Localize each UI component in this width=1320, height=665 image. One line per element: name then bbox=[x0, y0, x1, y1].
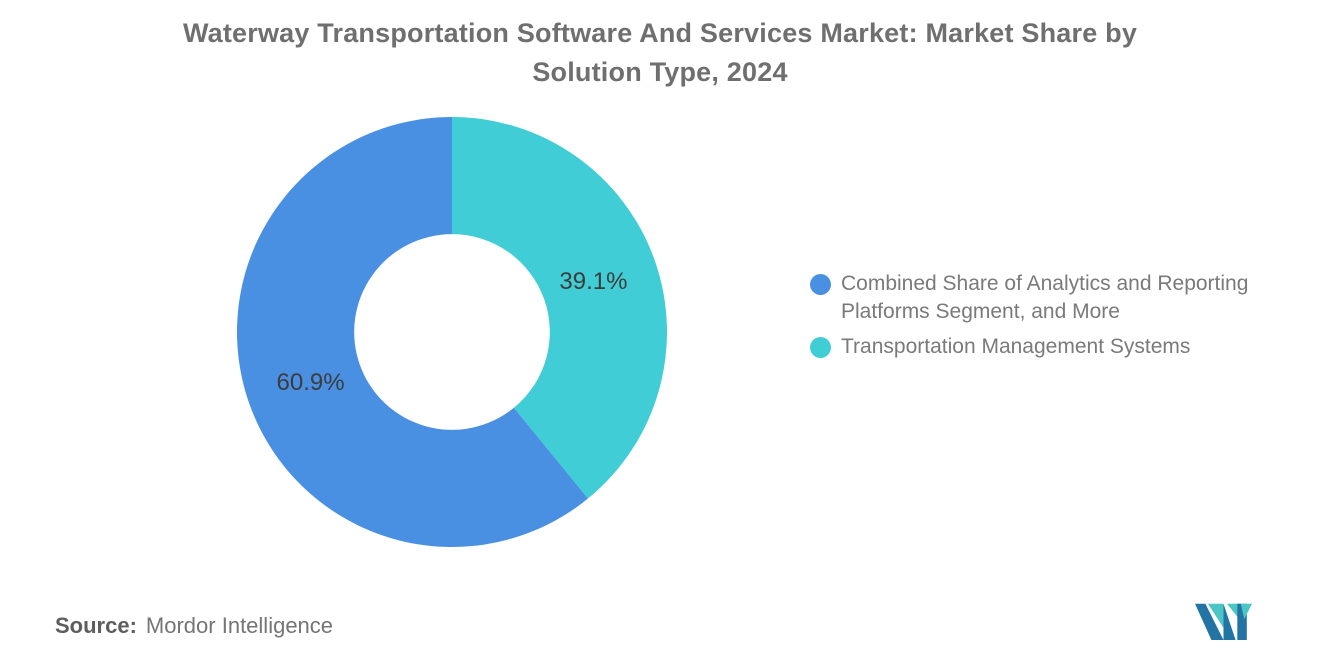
logo-dark-diagonal-middle bbox=[1223, 603, 1236, 640]
logo-dark-diagonal-left bbox=[1195, 603, 1224, 640]
source-value: Mordor Intelligence bbox=[145, 613, 334, 638]
page-title: Waterway Transportation Software And Ser… bbox=[0, 14, 1320, 92]
mordor-intelligence-logo bbox=[1195, 603, 1252, 640]
logo-teal-wedge-right bbox=[1240, 603, 1252, 620]
slice-value-label-0: 39.1% bbox=[559, 268, 627, 295]
legend-swatch-blue bbox=[810, 274, 831, 295]
legend-swatch-teal bbox=[810, 337, 831, 358]
legend-label: Transportation Management Systems bbox=[841, 335, 1191, 358]
chart-legend: Combined Share of Analytics and Reportin… bbox=[810, 270, 1300, 368]
source-attribution: Source: Mordor Intelligence bbox=[55, 613, 333, 639]
donut-slice-0 bbox=[452, 117, 667, 499]
source-label: Source: bbox=[55, 613, 137, 638]
page-title-line2: Solution Type, 2024 bbox=[532, 57, 788, 87]
donut-chart: 39.1% 60.9% bbox=[237, 117, 667, 547]
legend-item-transportation-management: Transportation Management Systems bbox=[810, 333, 1300, 361]
slice-value-label-1: 60.9% bbox=[277, 369, 345, 396]
page-title-line1: Waterway Transportation Software And Ser… bbox=[182, 18, 1138, 48]
legend-item-analytics-reporting: Combined Share of Analytics and Reportin… bbox=[810, 270, 1300, 326]
logo-teal-triangle-middle bbox=[1226, 603, 1241, 621]
legend-label: Combined Share of Analytics and Reportin… bbox=[841, 272, 1249, 323]
donut-slice-1 bbox=[237, 117, 589, 547]
